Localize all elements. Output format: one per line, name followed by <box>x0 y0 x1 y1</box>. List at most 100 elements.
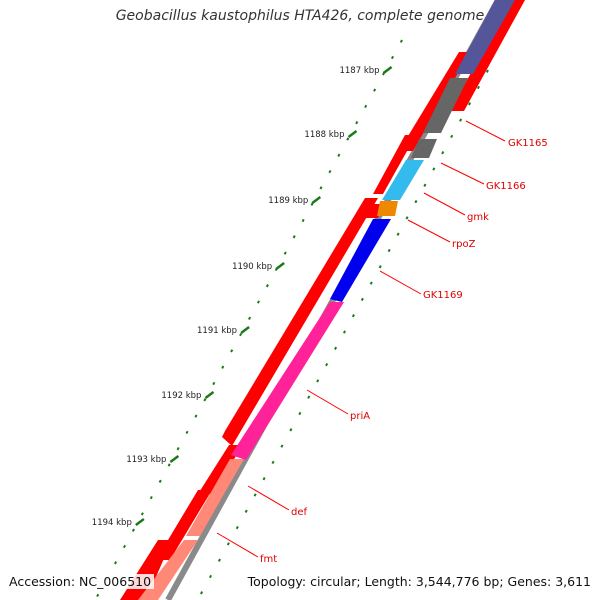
inner-minor-tick <box>307 395 311 399</box>
minor-tick <box>212 381 216 386</box>
minor-tick <box>96 593 100 598</box>
major-tick <box>240 326 250 334</box>
tick-label: 1191 kbp <box>197 326 237 336</box>
minor-tick <box>239 332 243 337</box>
minor-tick <box>114 561 118 565</box>
gene-labels: GK1165 GK1166 gmk rpoZ GK1169 priA def f… <box>260 138 548 565</box>
minor-tick <box>328 169 332 174</box>
tick-label: 1190 kbp <box>232 262 272 272</box>
inner-minor-tick <box>441 151 445 155</box>
minor-tick <box>265 284 269 288</box>
minor-tick <box>230 349 234 353</box>
inner-minor-tick <box>217 558 221 562</box>
inner-minor-tick <box>316 379 320 383</box>
major-tick <box>135 518 145 526</box>
genome-title: Geobacillus kaustophilus HTA426, complet… <box>115 8 485 24</box>
minor-tick <box>337 153 341 157</box>
inner-minor-tick <box>369 281 373 285</box>
connector-rpoZ <box>407 219 451 243</box>
connector-def <box>247 485 290 511</box>
inner-minor-tick <box>432 167 436 171</box>
inner-minor-tick <box>351 314 355 318</box>
inner-minor-tick <box>378 265 382 269</box>
inner-minor-tick <box>200 591 204 595</box>
minor-tick <box>140 512 144 516</box>
minor-tick <box>149 495 153 500</box>
gene-label-priA: priA <box>350 411 370 422</box>
forward-gene <box>198 445 243 494</box>
inner-minor-tick <box>360 297 364 302</box>
inner-minor-tick <box>271 460 275 465</box>
major-tick <box>382 66 393 74</box>
gene-label-fmt: fmt <box>260 554 277 565</box>
genome-summary-text: Topology: circular; Length: 3,544,776 bp… <box>244 574 594 589</box>
gene-label-rpoZ: rpoZ <box>452 239 476 250</box>
major-tick <box>169 455 180 463</box>
tick-label: 1193 kbp <box>126 455 166 465</box>
gene-label-GK1165: GK1165 <box>508 138 548 149</box>
minor-tick <box>373 88 377 92</box>
connector-GK1169 <box>379 270 422 295</box>
inner-minor-tick <box>468 102 472 106</box>
reverse-strand-genes <box>138 0 515 600</box>
minor-tick <box>283 251 287 255</box>
inner-minor-tick <box>405 216 409 220</box>
major-tick <box>311 196 322 204</box>
tick-label: 1194 kbp <box>92 518 132 528</box>
inner-minor-tick <box>334 346 338 350</box>
inner-minor-tick <box>235 525 239 530</box>
minor-tick <box>221 365 225 369</box>
gene-priA <box>231 302 344 460</box>
major-tick <box>204 391 215 399</box>
inner-minor-tick <box>262 477 266 481</box>
minor-tick <box>346 137 350 141</box>
connector-priA <box>306 389 349 415</box>
minor-tick <box>399 39 403 43</box>
minor-tick <box>194 414 198 418</box>
gene-GK1165 <box>423 78 468 133</box>
minor-tick <box>319 186 323 190</box>
minor-tick <box>158 479 162 483</box>
inner-minor-tick <box>289 428 293 432</box>
forward-gene <box>450 0 525 111</box>
gene-label-def: def <box>291 507 308 518</box>
inner-minor-tick <box>226 542 230 546</box>
connector-fmt <box>216 532 259 558</box>
gene-top-dark <box>455 0 515 74</box>
minor-tick <box>301 218 305 223</box>
inner-minor-tick <box>485 69 489 73</box>
accession-text: Accession: NC_006510 <box>6 574 155 589</box>
inner-minor-tick <box>476 85 480 90</box>
inner-minor-tick <box>423 183 427 187</box>
inner-minor-tick <box>396 232 400 236</box>
forward-gene <box>373 135 416 194</box>
minor-tick <box>131 528 135 532</box>
gene-GK1169 <box>330 219 391 302</box>
minor-tick <box>167 463 171 467</box>
minor-tick <box>176 447 180 451</box>
gene-label-GK1166: GK1166 <box>486 181 526 192</box>
tick-label: 1192 kbp <box>161 391 201 401</box>
minor-tick <box>203 398 207 402</box>
inner-minor-tick <box>387 248 391 253</box>
major-tick <box>347 130 358 138</box>
minor-tick <box>256 300 260 304</box>
inner-minor-tick <box>209 574 212 579</box>
minor-tick <box>185 430 189 435</box>
connector-GK1165 <box>465 120 506 142</box>
gene-GK1166 <box>411 139 437 158</box>
minor-tick <box>292 235 296 239</box>
gene-rpoZ <box>377 201 398 216</box>
minor-tick <box>123 544 126 549</box>
connector-GK1166 <box>440 162 485 185</box>
connector-gmk <box>423 192 466 216</box>
minor-tick <box>390 55 394 60</box>
inner-minor-tick <box>450 134 454 139</box>
inner-minor-tick <box>325 362 329 367</box>
label-connectors <box>216 120 506 558</box>
forward-gene <box>222 198 378 446</box>
inner-minor-tick <box>253 493 257 497</box>
tick-label: 1189 kbp <box>268 196 308 206</box>
gene-label-GK1169: GK1169 <box>423 290 463 301</box>
